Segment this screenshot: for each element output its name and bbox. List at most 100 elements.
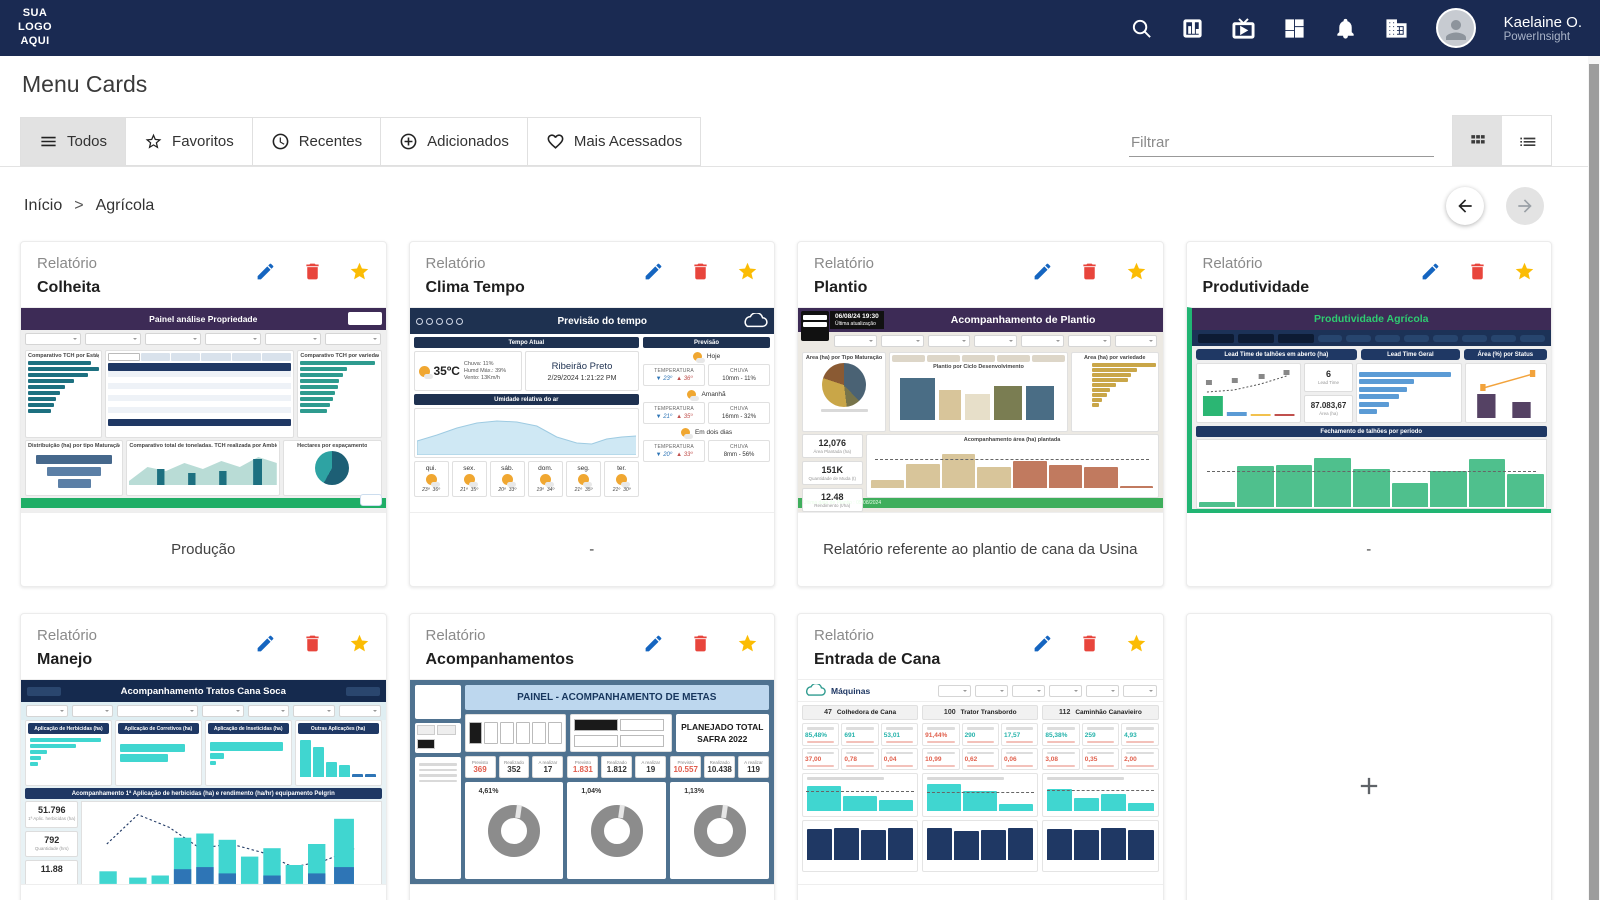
- breadcrumb-inicio[interactable]: Início: [24, 197, 63, 214]
- scrollbar-thumb[interactable]: [1589, 64, 1599, 900]
- last-update-time: 06/08/24 19:30: [835, 312, 879, 320]
- user-name: Kaelaine O.: [1503, 13, 1582, 31]
- edit-report-button[interactable]: [1420, 261, 1441, 282]
- trash-icon: [1082, 263, 1096, 280]
- card-title: Entrada de Cana: [814, 651, 941, 668]
- tab-mais-acessados[interactable]: Mais Acessados: [526, 117, 702, 166]
- edit-report-button[interactable]: [643, 633, 664, 654]
- favorite-star-button[interactable]: [349, 633, 370, 654]
- filter-input[interactable]: [1129, 129, 1434, 157]
- thumb-title: Previsão do tempo: [557, 315, 647, 327]
- grid-view-button[interactable]: [1453, 116, 1502, 165]
- card-title: Produtividade: [1202, 279, 1310, 296]
- report-thumbnail[interactable]: Painel análise Propriedade Comparativo T…: [21, 307, 386, 513]
- filter-dropdowns: [798, 332, 1163, 350]
- filter-bar: [1191, 330, 1551, 346]
- espacamento-pie-chart: Hectares por espaçamento: [283, 440, 382, 496]
- dashboard-icon[interactable]: [1283, 17, 1306, 40]
- delete-report-button[interactable]: [302, 633, 323, 654]
- tab-label: Adicionados: [427, 133, 509, 150]
- thumb-title: Acompanhamento de Plantio: [950, 314, 1096, 326]
- search-icon[interactable]: [1130, 17, 1153, 40]
- user-info[interactable]: Kaelaine O. PowerInsight: [1504, 14, 1582, 43]
- delete-report-button[interactable]: [690, 261, 711, 282]
- breadcrumb-agricola[interactable]: Agrícola: [95, 197, 155, 214]
- add-report-card[interactable]: [1185, 613, 1552, 900]
- live-tv-icon[interactable]: [1232, 17, 1255, 40]
- star-icon: [1127, 262, 1145, 280]
- delete-report-button[interactable]: [302, 261, 323, 282]
- logo-line: SUA: [22, 7, 48, 20]
- favorite-star-button[interactable]: [737, 261, 758, 282]
- report-thumbnail[interactable]: PAINEL - ACOMPANHAMENTO DE METAS PLANEJA…: [409, 679, 774, 885]
- arrow-forward-icon: [1518, 199, 1532, 213]
- card-description: [410, 885, 775, 900]
- company-icon[interactable]: [1385, 17, 1408, 40]
- day-forecast: ter. 21º 30º: [604, 461, 640, 497]
- report-thumbnail[interactable]: Produtividade Agrícola Lead Time de talh…: [1186, 307, 1551, 513]
- delete-report-button[interactable]: [690, 633, 711, 654]
- analytics-icon[interactable]: [1181, 17, 1204, 40]
- vertical-scrollbar[interactable]: [1588, 56, 1600, 900]
- current-temperature: 35ºC: [433, 364, 460, 378]
- day-forecast: sex. 21º 35º: [451, 461, 487, 497]
- donut-chart: 1,13%: [670, 782, 770, 879]
- herbicidas-chart: Aplicação de Herbicidas (ha): [25, 720, 112, 786]
- month-selector: [570, 714, 672, 752]
- report-cards-grid: Relatório Colheita Painel análise Propri…: [20, 241, 1552, 900]
- tab-favoritos[interactable]: Favoritos: [125, 117, 253, 166]
- filter-dropdowns: [937, 684, 1157, 697]
- card-description: Produção: [171, 541, 236, 558]
- trash-icon: [305, 635, 319, 652]
- top-navigation-bar: SUA LOGO AQUI Kaelaine O. PowerInsight: [0, 0, 1600, 56]
- temp-up-icon: ▲: [676, 452, 683, 458]
- tch-estagio-bar-chart: Comparativo TCH por Estágio: [25, 350, 103, 438]
- edit-report-button[interactable]: [643, 261, 664, 282]
- property-table: [105, 350, 295, 438]
- delete-report-button[interactable]: [1467, 261, 1488, 282]
- talhoes-aberto-chart: [1195, 363, 1301, 423]
- edit-report-button[interactable]: [255, 633, 276, 654]
- back-button[interactable]: [1446, 187, 1484, 225]
- kpi-column: 12,076 Área Plantada (ha) 151K Quantidade …: [802, 434, 863, 512]
- star-icon: [1515, 262, 1534, 280]
- pencil-icon: [1034, 263, 1050, 280]
- producao-modelo-chart: [922, 773, 1039, 817]
- update-timestamp: [345, 686, 380, 696]
- card-type-label: Relatório: [1202, 255, 1263, 272]
- thumb-title: Produtividade Agrícola: [1313, 313, 1429, 325]
- favorite-star-button[interactable]: [1126, 261, 1147, 282]
- favorite-star-button[interactable]: [737, 633, 758, 654]
- thumb-title: Painel análise Propriedade: [149, 314, 258, 324]
- report-thumbnail[interactable]: 06/08/24 19:30 Última atualização Acompan…: [798, 307, 1163, 513]
- fechamento-bar-chart: [1195, 439, 1547, 509]
- location-datetime: Ribeirão Preto 2/29/2024 1:21:22 PM: [524, 351, 640, 391]
- report-thumbnail[interactable]: Acompanhamento Tratos Cana Soca Aplicaçã…: [21, 679, 386, 885]
- report-card-entrada-de-cana: Relatório Entrada de Cana Máquinas: [797, 613, 1164, 900]
- report-thumbnail[interactable]: Máquinas 47 Colhedora de Cana 85,48% 691 …: [798, 679, 1163, 885]
- edit-report-button[interactable]: [1032, 261, 1053, 282]
- arrow-back-icon: [1458, 199, 1472, 213]
- day-forecast: sáb. 20º 33º: [489, 461, 525, 497]
- pencil-icon: [257, 635, 273, 652]
- ciclo-desenvolvimento-chart: Plantio por Ciclo Desenvolvimento: [889, 352, 1068, 432]
- pencil-icon: [645, 263, 662, 280]
- favorite-star-button[interactable]: [349, 261, 370, 282]
- report-thumbnail[interactable]: Previsão do tempo Tempo Atual 35ºC Chuva…: [409, 307, 774, 513]
- notifications-icon[interactable]: [1334, 17, 1357, 40]
- favorite-star-button[interactable]: [1514, 261, 1535, 282]
- user-product: PowerInsight: [1503, 30, 1571, 43]
- edit-report-button[interactable]: [255, 261, 276, 282]
- delete-report-button[interactable]: [1079, 633, 1100, 654]
- favorite-star-button[interactable]: [1126, 633, 1147, 654]
- card-title: Acompanhamentos: [425, 651, 574, 668]
- forward-button[interactable]: [1506, 187, 1544, 225]
- tab-recentes[interactable]: Recentes: [251, 117, 382, 166]
- tab-todos[interactable]: Todos: [20, 117, 127, 166]
- user-avatar[interactable]: [1435, 8, 1476, 48]
- tab-adicionados[interactable]: Adicionados: [380, 117, 528, 166]
- edit-report-button[interactable]: [1032, 633, 1053, 654]
- delete-report-button[interactable]: [1079, 261, 1100, 282]
- app-logo[interactable]: SUA LOGO AQUI: [18, 7, 52, 48]
- list-view-button[interactable]: [1502, 116, 1551, 165]
